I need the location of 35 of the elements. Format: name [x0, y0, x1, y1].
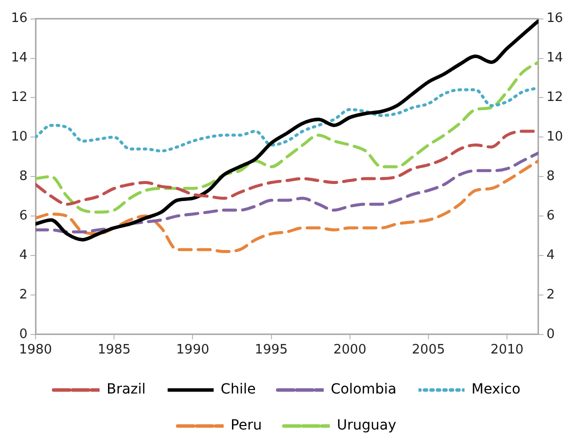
line-series: [36, 60, 538, 214]
line-series: [36, 151, 538, 234]
y2-tick-label: 6: [546, 208, 555, 224]
legend-label: Chile: [220, 382, 256, 398]
y2-tick-label: 4: [546, 248, 555, 263]
y-tick-label: 14: [10, 50, 28, 66]
y-tick-label: 6: [19, 208, 28, 224]
legend-label: Colombia: [330, 382, 397, 398]
y-tick-label: 12: [10, 90, 28, 106]
x-tick-label: 1995: [254, 342, 288, 358]
y2-tick-label: 0: [546, 326, 555, 342]
x-tick-label: 1990: [176, 342, 210, 358]
x-tick-label: 1980: [18, 342, 52, 358]
line-series: [36, 159, 538, 254]
y2-tick-label: 12: [546, 90, 564, 106]
y2-tick-label: 16: [546, 11, 564, 26]
y2-tick-label: 2: [546, 287, 555, 302]
y-tick-label: 16: [10, 11, 28, 26]
y-tick-label: 8: [19, 168, 28, 184]
legend-label: Peru: [230, 418, 262, 434]
y-tick-label: 4: [19, 248, 28, 263]
y2-tick-label: 10: [546, 130, 564, 145]
line-series: [36, 86, 538, 152]
x-tick-label: 1985: [98, 342, 131, 358]
x-tick-label: 2010: [490, 342, 524, 358]
y2-tick-label: 8: [546, 168, 555, 184]
x-tick-label: 2000: [333, 342, 366, 358]
y-tick-label: 2: [19, 287, 28, 302]
legend-label: Mexico: [472, 382, 520, 398]
y-tick-label: 10: [10, 130, 28, 145]
y-tick-label: 0: [19, 326, 28, 342]
y2-tick-label: 14: [546, 50, 564, 66]
x-tick-label: 2005: [412, 342, 445, 358]
legend-label: Uruguay: [336, 418, 396, 434]
legend-label: Brazil: [106, 382, 146, 398]
